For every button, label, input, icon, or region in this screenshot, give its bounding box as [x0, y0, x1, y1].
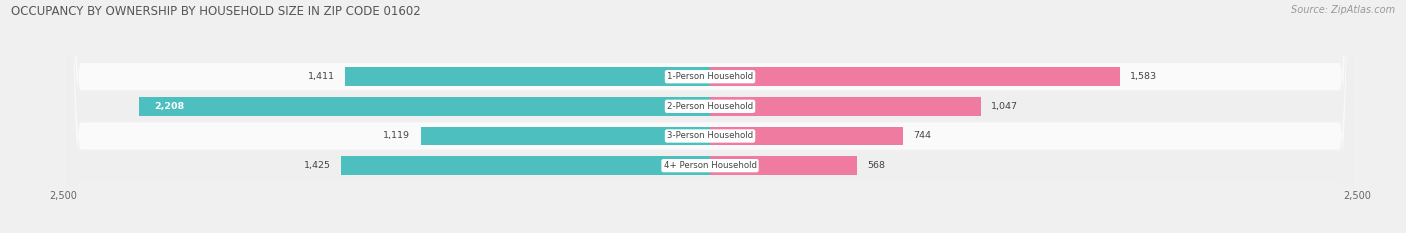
Bar — [420, 127, 710, 145]
Text: 1,583: 1,583 — [1130, 72, 1157, 81]
Text: 2-Person Household: 2-Person Household — [666, 102, 754, 111]
Bar — [710, 97, 981, 116]
Bar — [710, 156, 858, 175]
Text: 744: 744 — [912, 131, 931, 140]
FancyBboxPatch shape — [65, 0, 1355, 233]
Text: 1,411: 1,411 — [308, 72, 335, 81]
Bar — [344, 68, 710, 86]
Text: 1-Person Household: 1-Person Household — [666, 72, 754, 81]
Text: 3-Person Household: 3-Person Household — [666, 131, 754, 140]
Text: 1,047: 1,047 — [991, 102, 1018, 111]
Text: OCCUPANCY BY OWNERSHIP BY HOUSEHOLD SIZE IN ZIP CODE 01602: OCCUPANCY BY OWNERSHIP BY HOUSEHOLD SIZE… — [11, 5, 420, 18]
Text: 2,208: 2,208 — [155, 102, 184, 111]
FancyBboxPatch shape — [65, 0, 1355, 233]
Text: 568: 568 — [868, 161, 886, 170]
Bar — [139, 97, 710, 116]
Text: 4+ Person Household: 4+ Person Household — [664, 161, 756, 170]
Text: 1,425: 1,425 — [304, 161, 330, 170]
Bar — [710, 127, 903, 145]
Text: Source: ZipAtlas.com: Source: ZipAtlas.com — [1291, 5, 1395, 15]
Bar — [342, 156, 710, 175]
FancyBboxPatch shape — [65, 0, 1355, 233]
Bar — [710, 68, 1119, 86]
Text: 1,119: 1,119 — [384, 131, 411, 140]
FancyBboxPatch shape — [65, 0, 1355, 233]
